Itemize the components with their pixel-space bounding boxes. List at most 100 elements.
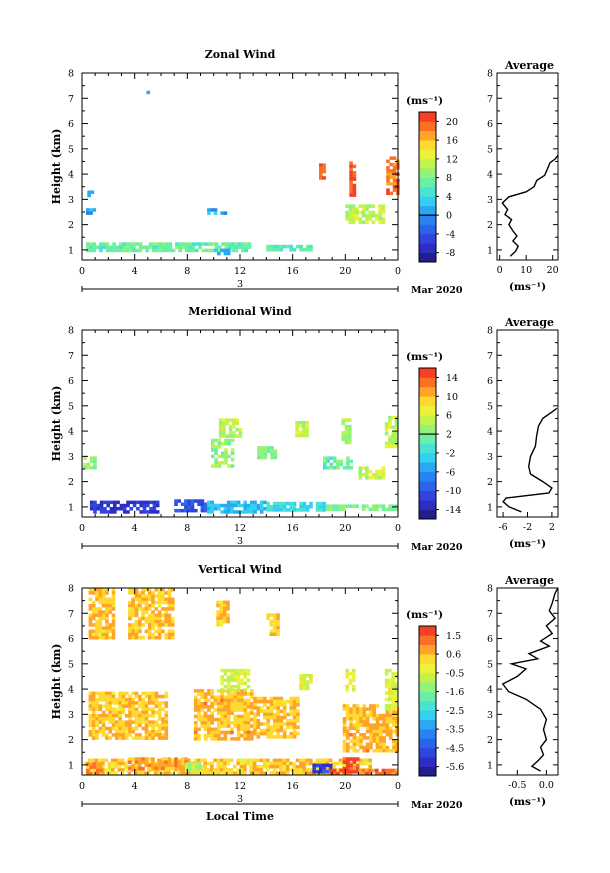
heatmap-cell <box>220 714 224 719</box>
heatmap-cell <box>230 705 234 709</box>
heatmap-cell <box>346 736 350 740</box>
x-tick-label: 8 <box>184 266 190 277</box>
heatmap-cell <box>292 508 297 512</box>
heatmap-cell <box>236 737 241 741</box>
heatmap-cell <box>345 672 349 676</box>
heatmap-cell <box>372 726 376 731</box>
heatmap-cell <box>282 735 287 739</box>
heatmap-cell <box>359 720 363 724</box>
heatmap-cell <box>101 597 106 602</box>
heatmap-cell <box>154 694 159 699</box>
heatmap-cell <box>246 684 251 689</box>
heatmap-cell <box>165 248 169 253</box>
heatmap-cell <box>138 245 143 249</box>
heatmap-cell <box>302 765 306 769</box>
heatmap-cell <box>144 588 149 592</box>
heatmap-cell <box>312 770 316 774</box>
heatmap-cell <box>388 713 393 718</box>
heatmap-cell <box>335 768 339 772</box>
heatmap-cell <box>198 242 202 246</box>
heatmap-cell <box>318 758 323 763</box>
heatmap-cell <box>105 607 109 611</box>
heatmap-cell <box>226 705 231 709</box>
colorbar-tick-label: 12 <box>446 154 458 165</box>
heatmap-cell <box>233 684 238 689</box>
heatmap-cell <box>286 725 290 729</box>
heatmap-cell <box>128 245 133 249</box>
heatmap-cell <box>323 456 327 460</box>
heatmap-cell <box>161 717 165 721</box>
heatmap-cell <box>141 726 145 731</box>
heatmap-cell <box>384 668 389 673</box>
heatmap-cell <box>146 90 151 95</box>
heatmap-cell <box>108 736 112 740</box>
heatmap-cell <box>101 626 106 630</box>
heatmap-cell <box>157 588 162 592</box>
heatmap-cell <box>108 726 112 731</box>
heatmap-cell <box>365 472 369 477</box>
date-label: 3 <box>237 536 243 547</box>
heatmap-cell <box>152 507 157 511</box>
heatmap-cell <box>386 182 390 186</box>
heatmap-cell <box>101 730 106 734</box>
profile-x-tick-label: -6 <box>498 522 507 533</box>
heatmap-cell <box>115 701 119 705</box>
heatmap-cell <box>386 178 390 183</box>
heatmap-cell <box>144 733 149 737</box>
heatmap-cell <box>194 242 199 246</box>
y-axis-label: Height (km) <box>50 386 63 462</box>
heatmap-cell <box>223 768 227 772</box>
heatmap-cell <box>197 502 201 506</box>
colorbar-tick-label: -3.5 <box>446 725 464 736</box>
heatmap-cell <box>211 242 215 246</box>
heatmap-cell <box>185 245 189 249</box>
heatmap-cell <box>266 765 270 769</box>
heatmap-cell <box>106 500 110 505</box>
colorbar-unit: (ms⁻¹) <box>406 95 443 107</box>
heatmap-cell <box>226 711 231 715</box>
heatmap-cell <box>131 610 135 614</box>
heatmap-cell <box>217 438 222 443</box>
heatmap-cell <box>151 766 155 771</box>
heatmap-cell <box>203 714 208 719</box>
heatmap-cell <box>144 710 149 715</box>
heatmap-cell <box>342 504 346 508</box>
profile-title: Average <box>504 59 554 72</box>
heatmap-cell <box>87 190 91 194</box>
heatmap-cell <box>382 736 386 740</box>
heatmap-cell <box>338 504 343 508</box>
heatmap-cell <box>207 698 211 703</box>
heatmap-cell <box>91 616 96 621</box>
heatmap-cell <box>292 768 297 772</box>
heatmap-cell <box>298 424 303 428</box>
heatmap-cell <box>151 591 155 595</box>
heatmap-cell <box>246 730 251 735</box>
heatmap-cell <box>223 708 228 712</box>
heatmap-cell <box>272 632 277 636</box>
heatmap-cell <box>236 771 240 775</box>
heatmap-cell <box>355 739 360 743</box>
heatmap-cell <box>167 620 172 624</box>
heatmap-cell <box>141 704 145 708</box>
heatmap-cell <box>223 737 228 741</box>
heatmap-cell <box>315 761 320 766</box>
heatmap-cell <box>342 766 347 771</box>
heatmap-cell <box>223 698 228 703</box>
heatmap-cell <box>109 248 113 253</box>
heatmap-cell <box>91 726 96 731</box>
heatmap-cell <box>362 713 367 718</box>
heatmap-cell <box>91 714 96 718</box>
heatmap-cell <box>272 501 277 506</box>
heatmap-cell <box>282 712 287 717</box>
heatmap-cell <box>226 668 231 673</box>
heatmap-cell <box>211 454 215 459</box>
heatmap-cell <box>299 768 303 772</box>
heatmap-cell <box>117 758 122 763</box>
heatmap-cell <box>226 768 231 772</box>
y-tick-label: 1 <box>68 502 74 513</box>
heatmap-cell <box>352 710 357 715</box>
heatmap-cell <box>111 632 116 637</box>
x-tick-label: 12 <box>234 781 246 792</box>
